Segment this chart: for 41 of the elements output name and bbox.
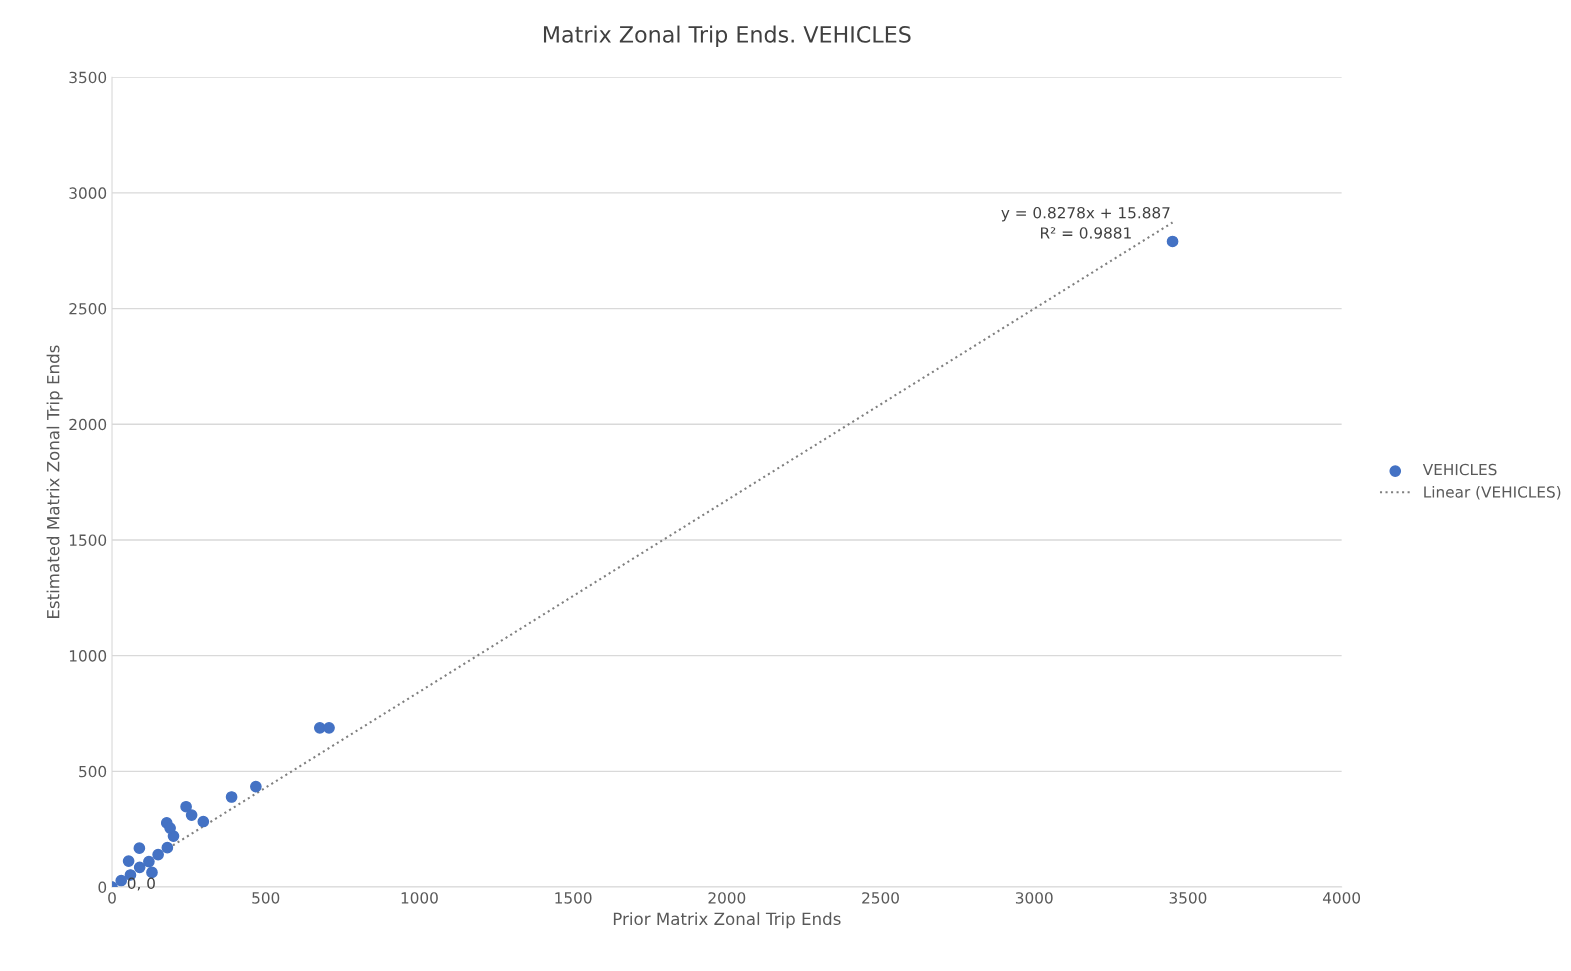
y-tick-label: 2500 bbox=[69, 303, 107, 315]
annotation: y = 0.8278x + 15.887 bbox=[1001, 206, 1170, 222]
point bbox=[133, 861, 146, 874]
annotation: R² = 0.9881 bbox=[1041, 227, 1131, 239]
y-tick-label: 2000 bbox=[69, 418, 107, 431]
x-tick-label: 2000 bbox=[708, 892, 746, 904]
point bbox=[133, 842, 146, 854]
point bbox=[115, 874, 128, 887]
point bbox=[323, 721, 335, 734]
x-tick-label: 2500 bbox=[862, 892, 899, 904]
legend-label: Linear (VEHICLES) bbox=[1424, 485, 1561, 500]
point bbox=[185, 809, 198, 821]
x-tick-label: 3000 bbox=[1015, 892, 1053, 904]
point bbox=[197, 815, 210, 828]
y-tick-label: 3000 bbox=[69, 187, 107, 199]
point bbox=[164, 822, 176, 834]
legend-label: VEHICLES bbox=[1422, 463, 1497, 476]
x-tick-label: 1000 bbox=[401, 892, 438, 904]
x-tick-label: 0 bbox=[108, 892, 116, 904]
y-tick-label: 500 bbox=[79, 765, 107, 778]
point bbox=[122, 855, 135, 867]
x-axis-title: Prior Matrix Zonal Trip Ends bbox=[613, 912, 841, 929]
point bbox=[250, 780, 262, 793]
x-tick-label: 500 bbox=[252, 892, 280, 904]
x-tick-label: 1500 bbox=[555, 892, 592, 904]
point bbox=[161, 841, 174, 854]
point bbox=[152, 848, 164, 861]
annotation: 0, 0 bbox=[127, 877, 155, 891]
y-tick-label: 3500 bbox=[69, 71, 107, 84]
y-axis-title: Estimated Matrix Zonal Trip Ends bbox=[46, 345, 63, 618]
y-tick-label: 1500 bbox=[69, 534, 107, 546]
y-tick-label: 1000 bbox=[69, 650, 107, 662]
point bbox=[313, 721, 326, 734]
point bbox=[1166, 235, 1179, 248]
point bbox=[225, 791, 238, 803]
point bbox=[180, 800, 192, 813]
point bbox=[143, 855, 155, 868]
y-tick-label: 0 bbox=[98, 881, 107, 894]
x-tick-label: 3500 bbox=[1169, 892, 1207, 904]
x-tick-label: 4000 bbox=[1322, 892, 1361, 904]
chart-title: Matrix Zonal Trip Ends. VEHICLES bbox=[543, 25, 911, 48]
